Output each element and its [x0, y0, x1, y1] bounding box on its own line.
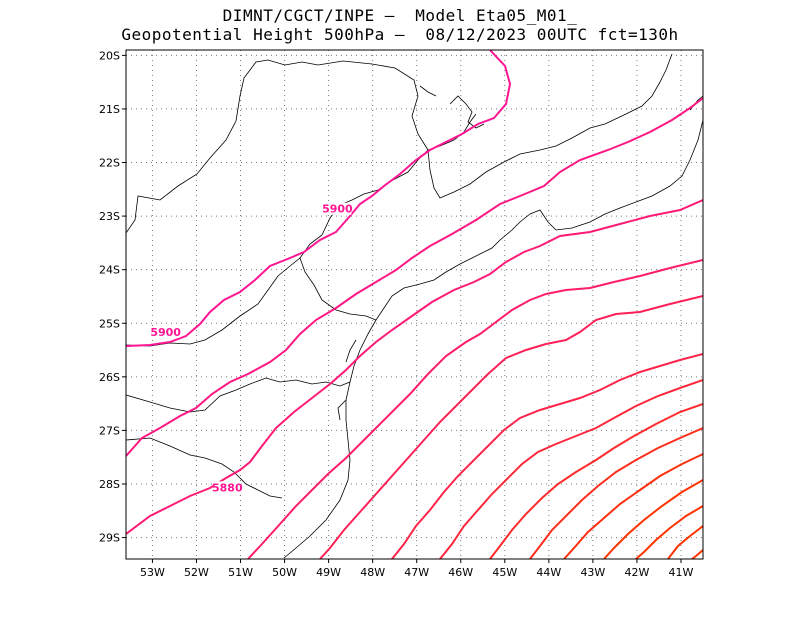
latitude-tick-label: 20S — [99, 49, 120, 62]
latitude-tick-label: 23S — [99, 210, 120, 223]
latitude-tick-label: 22S — [99, 157, 120, 170]
state-border — [427, 53, 673, 199]
contour-label: 5900 — [150, 326, 181, 339]
lake-detail — [419, 85, 485, 129]
contour-line — [563, 453, 703, 559]
contour-line — [319, 295, 703, 559]
contour-line — [603, 479, 703, 559]
state-border — [126, 377, 351, 413]
chart-title-line-2: Geopotential Height 500hPa – 08/12/2023 … — [121, 25, 679, 44]
contour-label-background — [213, 481, 242, 494]
state-border — [126, 437, 283, 499]
latitude-tick-label: 21S — [99, 103, 120, 116]
chart-title-line-1: DIMNT/CGCT/INPE – Model Eta05_M01_ — [222, 6, 578, 25]
state-border — [126, 234, 323, 347]
contour-line — [667, 525, 703, 559]
coastline — [337, 339, 357, 421]
longitude-tick-label: 48W — [360, 566, 385, 579]
latitude-tick-label: 29S — [99, 532, 120, 545]
longitude-tick-label: 41W — [669, 566, 694, 579]
map-frame — [125, 49, 704, 560]
latitude-tick-label: 25S — [99, 317, 120, 330]
longitude-tick-label: 44W — [536, 566, 561, 579]
axes: 20S 21S 22S 23S 24S 25S 26S 27S 28S 29S 53W 52W 51W 5… — [99, 49, 694, 579]
longitude-tick-label: 53W — [140, 566, 165, 579]
contour-label-background — [323, 202, 352, 215]
longitude-tick-label: 45W — [492, 566, 517, 579]
longitude-tick-label: 42W — [624, 566, 649, 579]
coastline — [375, 119, 703, 321]
latitude-tick-label: 26S — [99, 371, 120, 384]
contour-line — [126, 199, 703, 535]
contour-line — [391, 353, 703, 559]
contour-line — [635, 505, 703, 559]
contour-line — [439, 379, 703, 559]
longitude-tick-label: 46W — [448, 566, 473, 579]
coastline — [283, 319, 377, 559]
contour-line — [126, 50, 512, 347]
contour-label: 5880 — [212, 481, 243, 494]
longitude-tick-label: 50W — [272, 566, 297, 579]
longitude-tick-label: 52W — [184, 566, 209, 579]
contour-line — [247, 259, 703, 559]
contour-labels: 5900 5900 5880 — [150, 202, 353, 494]
graticule — [126, 50, 703, 559]
contour-line — [691, 549, 703, 559]
contour-line — [126, 97, 703, 457]
geopotential-contours — [126, 50, 703, 559]
longitude-tick-label: 51W — [228, 566, 253, 579]
state-border — [299, 257, 377, 321]
longitude-tick-label: 43W — [580, 566, 605, 579]
longitude-tick-label: 47W — [404, 566, 429, 579]
contour-line — [489, 403, 703, 559]
latitude-tick-label: 24S — [99, 264, 120, 277]
longitude-tick-label: 49W — [316, 566, 341, 579]
contour-line — [529, 427, 703, 559]
contour-label: 5900 — [322, 203, 353, 216]
latitude-tick-label: 28S — [99, 478, 120, 491]
latitude-tick-label: 27S — [99, 424, 120, 437]
state-border — [126, 59, 429, 234]
contour-label-background — [151, 325, 180, 338]
